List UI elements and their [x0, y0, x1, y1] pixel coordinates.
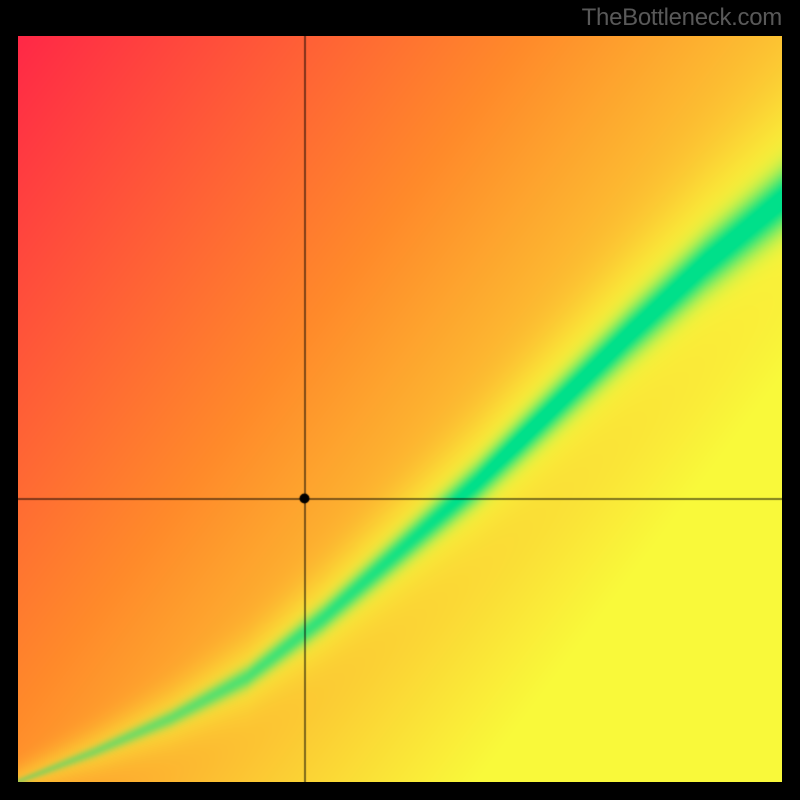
chart-container: TheBottleneck.com — [0, 0, 800, 800]
heatmap-canvas — [18, 36, 782, 782]
heatmap-plot — [18, 36, 782, 782]
watermark-text: TheBottleneck.com — [582, 4, 782, 32]
